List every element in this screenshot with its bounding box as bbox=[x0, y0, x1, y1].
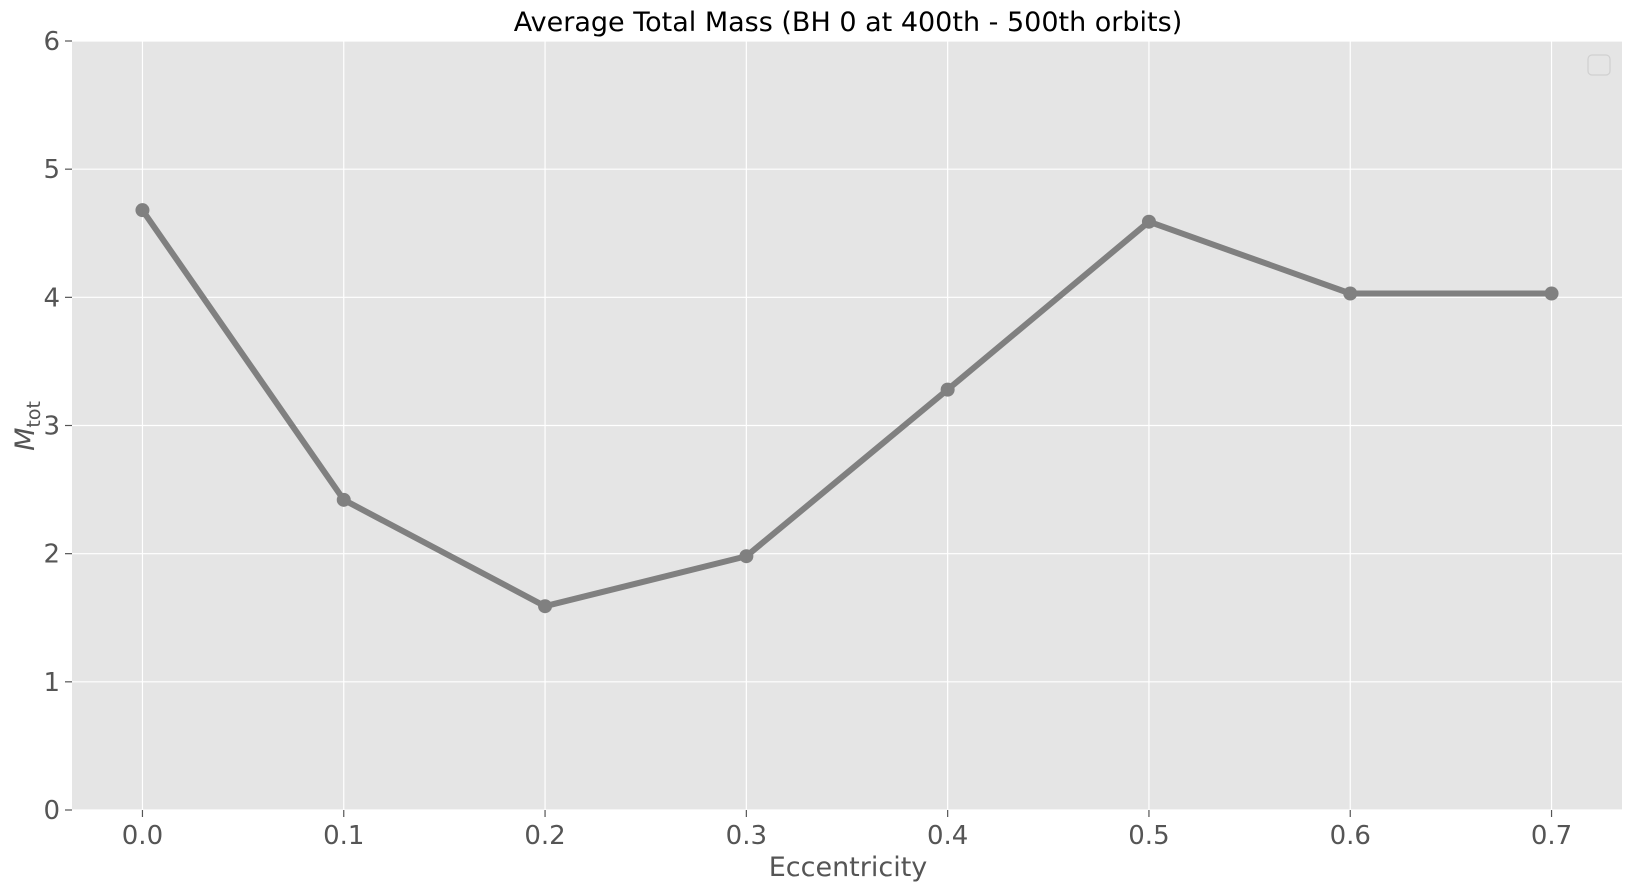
legend-box bbox=[1587, 54, 1611, 76]
y-axis-label-main: M bbox=[10, 428, 41, 451]
data-point bbox=[538, 599, 553, 614]
y-gridlines bbox=[72, 40, 1622, 811]
axis-ticks bbox=[65, 40, 1553, 817]
data-point bbox=[135, 203, 150, 218]
chart-title: Average Total Mass (BH 0 at 400th - 500t… bbox=[514, 7, 1182, 38]
y-tick-label: 1 bbox=[43, 668, 60, 698]
y-axis-label-subscript: tot bbox=[23, 401, 45, 428]
y-tick-label: 2 bbox=[43, 540, 60, 570]
data-point bbox=[1141, 214, 1156, 229]
y-axis-label: Mtot bbox=[10, 401, 45, 451]
x-tick-label: 0.1 bbox=[323, 821, 364, 851]
x-tick-label: 0.0 bbox=[122, 821, 163, 851]
x-tick-label: 0.7 bbox=[1531, 821, 1572, 851]
x-tick-label: 0.2 bbox=[524, 821, 565, 851]
y-tick-labels: 0 1 2 3 4 5 6 bbox=[43, 27, 60, 826]
data-point bbox=[1343, 286, 1358, 301]
series-line bbox=[139, 208, 1552, 610]
x-axis-label: Eccentricity bbox=[769, 852, 928, 883]
x-tick-labels: 0.0 0.1 0.2 0.3 0.4 0.5 0.6 0.7 bbox=[122, 821, 1572, 851]
data-points bbox=[135, 203, 1559, 614]
y-tick-label: 6 bbox=[43, 27, 60, 57]
y-tick-label: 5 bbox=[43, 155, 60, 185]
y-tick-label: 4 bbox=[43, 283, 60, 313]
data-point bbox=[739, 549, 754, 564]
y-tick-label: 0 bbox=[43, 796, 60, 826]
x-tick-label: 0.6 bbox=[1330, 821, 1371, 851]
y-tick-label: 3 bbox=[43, 412, 60, 442]
data-point bbox=[1544, 286, 1559, 301]
x-tick-label: 0.5 bbox=[1128, 821, 1169, 851]
x-tick-label: 0.4 bbox=[927, 821, 968, 851]
x-tick-label: 0.3 bbox=[726, 821, 767, 851]
data-point bbox=[940, 382, 955, 397]
data-point bbox=[336, 492, 351, 507]
